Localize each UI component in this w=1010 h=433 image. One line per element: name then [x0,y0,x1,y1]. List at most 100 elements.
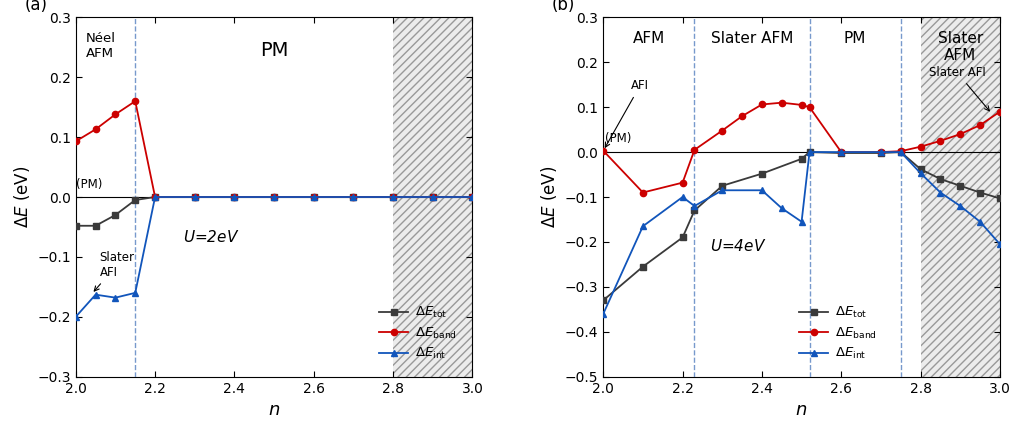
Bar [920,17,1010,377]
Bar [920,17,1010,377]
$\Delta E_\mathrm{band}$ [347,194,360,200]
$\Delta E_\mathrm{int}$ [689,204,701,209]
$\Delta E_\mathrm{tot}$ [974,190,986,195]
$\Delta E_\mathrm{band}$ [736,113,748,119]
$\Delta E_\mathrm{tot}$ [149,194,162,200]
$\Delta E_\mathrm{tot}$ [895,149,907,155]
$\Delta E_\mathrm{tot}$ [934,177,946,182]
Text: Slater
AFM: Slater AFM [937,31,983,63]
Line: $\Delta E_\mathrm{int}$: $\Delta E_\mathrm{int}$ [600,149,1003,317]
$\Delta E_\mathrm{tot}$ [637,264,649,269]
Text: PM: PM [260,41,288,60]
$\Delta E_\mathrm{int}$ [637,223,649,229]
Line: $\Delta E_\mathrm{band}$: $\Delta E_\mathrm{band}$ [73,98,476,200]
Bar [393,17,492,377]
$\Delta E_\mathrm{tot}$ [387,194,399,200]
$\Delta E_\mathrm{int}$ [954,204,967,209]
$\Delta E_\mathrm{int}$ [934,190,946,195]
$\Delta E_\mathrm{tot}$ [189,194,201,200]
$\Delta E_\mathrm{band}$ [895,149,907,154]
$\Delta E_\mathrm{tot}$ [914,167,926,172]
$\Delta E_\mathrm{tot}$ [228,194,240,200]
$\Delta E_\mathrm{band}$ [914,144,926,149]
$\Delta E_\mathrm{int}$ [716,187,728,193]
$\Delta E_\mathrm{int}$ [776,206,788,211]
$\Delta E_\mathrm{int}$ [347,194,360,200]
Text: PM: PM [844,31,867,46]
$\Delta E_\mathrm{tot}$ [109,213,121,218]
$\Delta E_\mathrm{tot}$ [804,149,816,155]
Legend: $\Delta E_\mathrm{tot}$, $\Delta E_\mathrm{band}$, $\Delta E_\mathrm{int}$: $\Delta E_\mathrm{tot}$, $\Delta E_\math… [794,300,883,366]
$\Delta E_\mathrm{int}$ [109,295,121,300]
$\Delta E_\mathrm{tot}$ [677,235,689,240]
Y-axis label: $\Delta E$ (eV): $\Delta E$ (eV) [12,166,31,228]
$\Delta E_\mathrm{band}$ [974,123,986,128]
$\Delta E_\mathrm{band}$ [189,194,201,200]
$\Delta E_\mathrm{band}$ [268,194,280,200]
$\Delta E_\mathrm{band}$ [467,194,479,200]
$\Delta E_\mathrm{band}$ [954,132,967,137]
$\Delta E_\mathrm{band}$ [804,105,816,110]
$\Delta E_\mathrm{int}$ [804,149,816,155]
$\Delta E_\mathrm{int}$ [149,194,162,200]
$\Delta E_\mathrm{int}$ [308,194,320,200]
$\Delta E_\mathrm{band}$ [70,139,82,144]
$\Delta E_\mathrm{tot}$ [129,197,141,203]
$\Delta E_\mathrm{int}$ [597,311,609,317]
$\Delta E_\mathrm{band}$ [994,109,1006,114]
$\Delta E_\mathrm{band}$ [308,194,320,200]
$\Delta E_\mathrm{band}$ [934,138,946,143]
$\Delta E_\mathrm{tot}$ [467,194,479,200]
Text: Slater
AFI: Slater AFI [94,251,134,291]
$\Delta E_\mathrm{tot}$ [689,208,701,213]
Text: $U$=2eV: $U$=2eV [183,229,239,245]
$\Delta E_\mathrm{band}$ [689,147,701,152]
$\Delta E_\mathrm{int}$ [70,314,82,320]
$\Delta E_\mathrm{tot}$ [796,156,808,162]
Text: Slater AFI: Slater AFI [928,66,990,111]
Text: (PM): (PM) [605,132,631,145]
$\Delta E_\mathrm{tot}$ [875,150,887,155]
$\Delta E_\mathrm{int}$ [994,242,1006,247]
$\Delta E_\mathrm{tot}$ [70,223,82,228]
$\Delta E_\mathrm{band}$ [796,102,808,107]
$\Delta E_\mathrm{int}$ [387,194,399,200]
$\Delta E_\mathrm{band}$ [835,149,847,155]
X-axis label: $n$: $n$ [268,401,280,419]
$\Delta E_\mathrm{int}$ [90,292,102,297]
Text: AFI: AFI [605,79,649,147]
$\Delta E_\mathrm{int}$ [268,194,280,200]
$\Delta E_\mathrm{band}$ [129,99,141,104]
Text: Slater AFM: Slater AFM [711,31,793,46]
$\Delta E_\mathrm{int}$ [796,219,808,224]
Text: (PM): (PM) [76,178,102,191]
X-axis label: $n$: $n$ [796,401,808,419]
Bar [393,17,492,377]
$\Delta E_\mathrm{tot}$ [954,183,967,188]
Legend: $\Delta E_\mathrm{tot}$, $\Delta E_\mathrm{band}$, $\Delta E_\mathrm{int}$: $\Delta E_\mathrm{tot}$, $\Delta E_\math… [374,300,462,366]
Text: $U$=4eV: $U$=4eV [710,238,767,254]
$\Delta E_\mathrm{band}$ [677,180,689,185]
Line: $\Delta E_\mathrm{int}$: $\Delta E_\mathrm{int}$ [73,194,476,320]
$\Delta E_\mathrm{tot}$ [597,298,609,303]
$\Delta E_\mathrm{int}$ [677,194,689,200]
$\Delta E_\mathrm{int}$ [426,194,438,200]
$\Delta E_\mathrm{tot}$ [994,196,1006,201]
$\Delta E_\mathrm{tot}$ [716,183,728,188]
Text: (b): (b) [551,0,575,14]
$\Delta E_\mathrm{band}$ [228,194,240,200]
$\Delta E_\mathrm{band}$ [387,194,399,200]
$\Delta E_\mathrm{band}$ [776,100,788,105]
$\Delta E_\mathrm{tot}$ [347,194,360,200]
$\Delta E_\mathrm{band}$ [149,194,162,200]
Line: $\Delta E_\mathrm{tot}$: $\Delta E_\mathrm{tot}$ [73,194,476,229]
$\Delta E_\mathrm{int}$ [974,219,986,224]
$\Delta E_\mathrm{int}$ [467,194,479,200]
$\Delta E_\mathrm{int}$ [895,149,907,155]
$\Delta E_\mathrm{band}$ [716,128,728,133]
$\Delta E_\mathrm{int}$ [228,194,240,200]
$\Delta E_\mathrm{band}$ [90,127,102,132]
$\Delta E_\mathrm{band}$ [875,149,887,155]
Text: AFM: AFM [632,31,665,46]
Text: (a): (a) [24,0,47,14]
